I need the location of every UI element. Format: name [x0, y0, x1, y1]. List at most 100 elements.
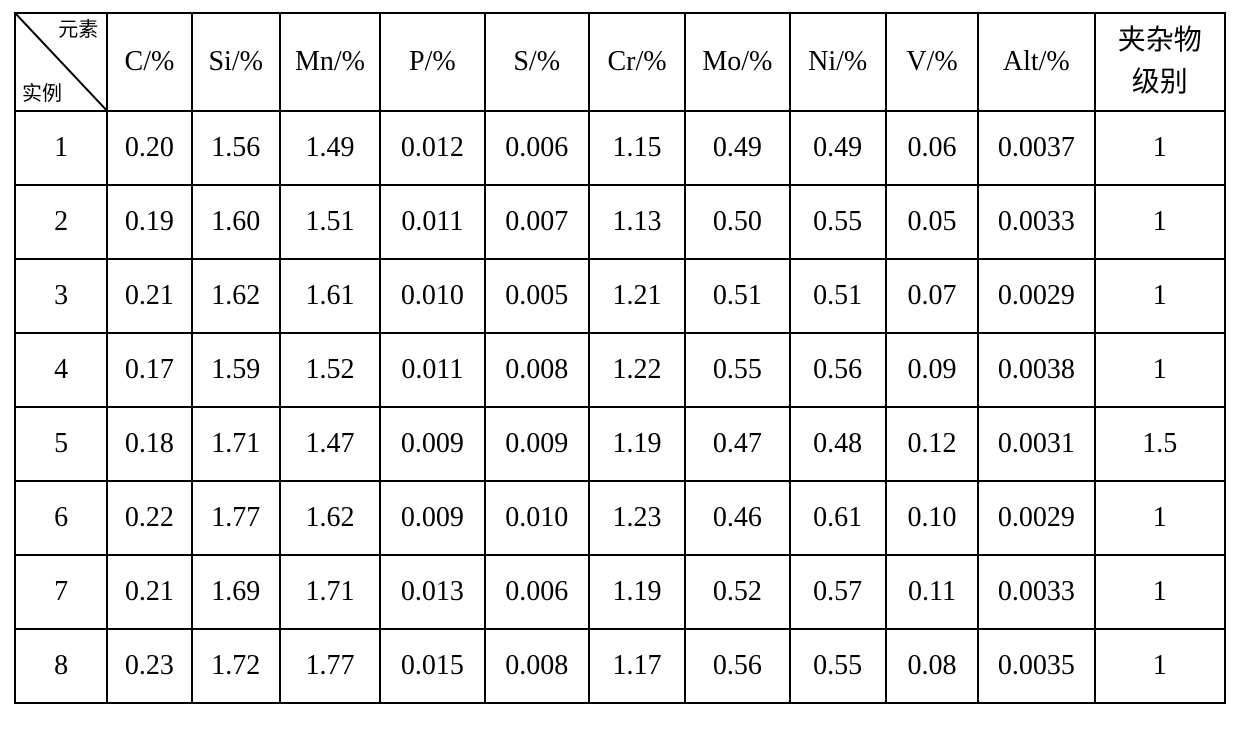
row-label: 5	[15, 407, 107, 481]
col-header: Mn/%	[280, 13, 380, 111]
cell: 1.60	[192, 185, 280, 259]
cell: 0.10	[886, 481, 978, 555]
cell: 0.006	[485, 111, 589, 185]
row-label: 7	[15, 555, 107, 629]
table-row: 7 0.21 1.69 1.71 0.013 0.006 1.19 0.52 0…	[15, 555, 1225, 629]
cell: 1	[1095, 629, 1226, 703]
cell: 1.59	[192, 333, 280, 407]
cell: 1.19	[589, 555, 685, 629]
cell: 0.52	[685, 555, 789, 629]
cell: 1.69	[192, 555, 280, 629]
cell: 0.50	[685, 185, 789, 259]
cell: 0.008	[485, 333, 589, 407]
cell: 0.010	[380, 259, 484, 333]
cell: 0.010	[485, 481, 589, 555]
cell: 0.18	[107, 407, 191, 481]
cell: 0.0033	[978, 185, 1094, 259]
cell: 1.77	[192, 481, 280, 555]
table-container: 元素 实例 C/% Si/% Mn/% P/% S/% Cr/% Mo/% Ni…	[0, 0, 1240, 716]
cell: 0.009	[380, 407, 484, 481]
cell: 0.17	[107, 333, 191, 407]
table-row: 8 0.23 1.72 1.77 0.015 0.008 1.17 0.56 0…	[15, 629, 1225, 703]
cell: 0.11	[886, 555, 978, 629]
diag-top-label: 元素	[58, 20, 98, 40]
cell: 1.17	[589, 629, 685, 703]
cell: 1.49	[280, 111, 380, 185]
cell: 1.61	[280, 259, 380, 333]
cell: 1.71	[192, 407, 280, 481]
col-header: Cr/%	[589, 13, 685, 111]
cell: 0.0029	[978, 481, 1094, 555]
cell: 0.0029	[978, 259, 1094, 333]
cell: 0.011	[380, 333, 484, 407]
cell: 0.51	[790, 259, 886, 333]
cell: 1.71	[280, 555, 380, 629]
cell: 0.006	[485, 555, 589, 629]
header-row: 元素 实例 C/% Si/% Mn/% P/% S/% Cr/% Mo/% Ni…	[15, 13, 1225, 111]
cell: 1.77	[280, 629, 380, 703]
cell: 0.013	[380, 555, 484, 629]
cell: 0.12	[886, 407, 978, 481]
cell: 0.21	[107, 259, 191, 333]
cell: 0.19	[107, 185, 191, 259]
table-row: 5 0.18 1.71 1.47 0.009 0.009 1.19 0.47 0…	[15, 407, 1225, 481]
cell: 0.23	[107, 629, 191, 703]
cell: 0.51	[685, 259, 789, 333]
cell: 1.56	[192, 111, 280, 185]
col-header: Ni/%	[790, 13, 886, 111]
cell: 0.0038	[978, 333, 1094, 407]
cell: 0.007	[485, 185, 589, 259]
cell: 0.0037	[978, 111, 1094, 185]
cell: 1.62	[192, 259, 280, 333]
cell: 0.06	[886, 111, 978, 185]
cell: 1.51	[280, 185, 380, 259]
table-row: 4 0.17 1.59 1.52 0.011 0.008 1.22 0.55 0…	[15, 333, 1225, 407]
cell: 0.55	[790, 629, 886, 703]
col-header-inclusion-grade: 夹杂物级别	[1095, 13, 1226, 111]
cell: 0.47	[685, 407, 789, 481]
col-header: Si/%	[192, 13, 280, 111]
cell: 1	[1095, 481, 1226, 555]
cell: 0.07	[886, 259, 978, 333]
cell: 0.48	[790, 407, 886, 481]
cell: 1.15	[589, 111, 685, 185]
cell: 0.08	[886, 629, 978, 703]
col-header: V/%	[886, 13, 978, 111]
col-header: C/%	[107, 13, 191, 111]
cell: 0.015	[380, 629, 484, 703]
cell: 0.49	[790, 111, 886, 185]
cell: 0.22	[107, 481, 191, 555]
cell: 1.5	[1095, 407, 1226, 481]
cell: 1	[1095, 111, 1226, 185]
cell: 1	[1095, 259, 1226, 333]
table-row: 2 0.19 1.60 1.51 0.011 0.007 1.13 0.50 0…	[15, 185, 1225, 259]
row-label: 8	[15, 629, 107, 703]
cell: 0.61	[790, 481, 886, 555]
composition-table: 元素 实例 C/% Si/% Mn/% P/% S/% Cr/% Mo/% Ni…	[14, 12, 1226, 704]
cell: 1.72	[192, 629, 280, 703]
cell: 0.009	[380, 481, 484, 555]
cell: 0.49	[685, 111, 789, 185]
cell: 0.05	[886, 185, 978, 259]
cell: 0.008	[485, 629, 589, 703]
cell: 0.56	[685, 629, 789, 703]
row-label: 4	[15, 333, 107, 407]
cell: 0.55	[685, 333, 789, 407]
cell: 0.0033	[978, 555, 1094, 629]
cell: 0.56	[790, 333, 886, 407]
row-label: 1	[15, 111, 107, 185]
cell: 1.22	[589, 333, 685, 407]
cell: 0.55	[790, 185, 886, 259]
cell: 0.0035	[978, 629, 1094, 703]
cell: 0.011	[380, 185, 484, 259]
col-header: P/%	[380, 13, 484, 111]
row-label: 2	[15, 185, 107, 259]
col-header: S/%	[485, 13, 589, 111]
cell: 1.13	[589, 185, 685, 259]
cell: 0.012	[380, 111, 484, 185]
cell: 1	[1095, 333, 1226, 407]
cell: 0.57	[790, 555, 886, 629]
cell: 0.09	[886, 333, 978, 407]
row-label: 6	[15, 481, 107, 555]
table-row: 1 0.20 1.56 1.49 0.012 0.006 1.15 0.49 0…	[15, 111, 1225, 185]
